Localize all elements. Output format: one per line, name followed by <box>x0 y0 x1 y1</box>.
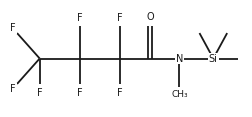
Text: N: N <box>175 53 182 64</box>
Text: F: F <box>77 88 82 98</box>
Text: F: F <box>37 88 42 98</box>
Text: F: F <box>117 88 122 98</box>
Text: O: O <box>146 12 154 22</box>
Text: Si: Si <box>208 53 217 64</box>
Text: F: F <box>77 13 82 23</box>
Text: F: F <box>10 84 16 94</box>
Text: CH₃: CH₃ <box>170 90 187 99</box>
Text: F: F <box>10 23 16 33</box>
Text: F: F <box>117 13 122 23</box>
